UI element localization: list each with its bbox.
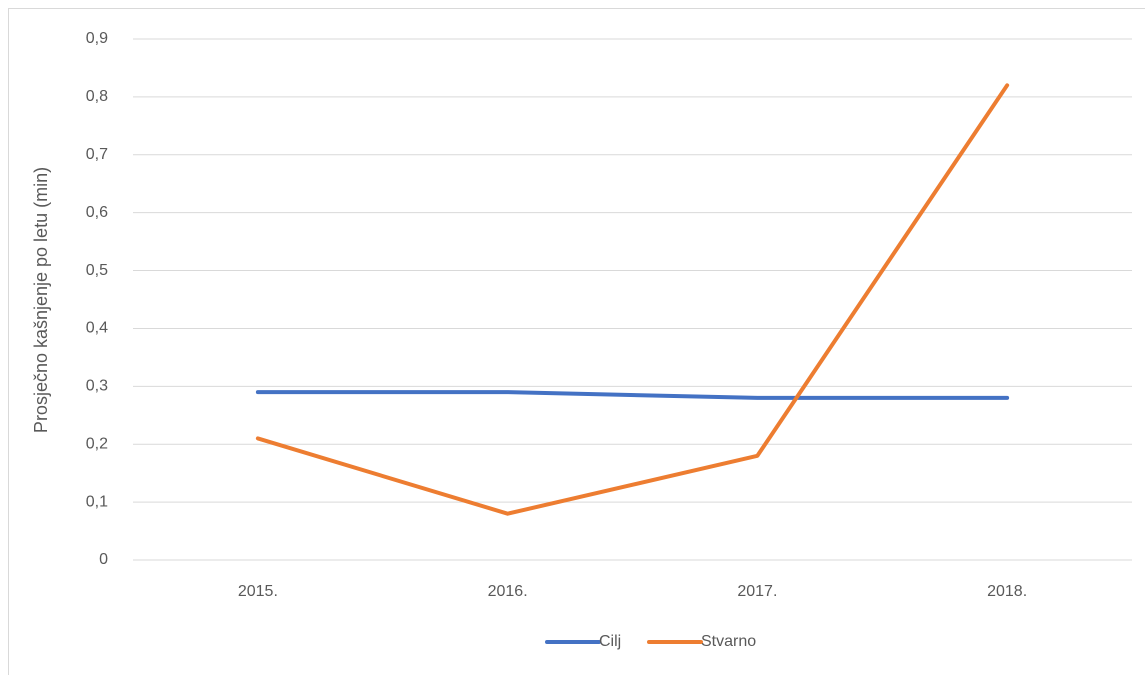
y-tick-label: 0,5: [86, 262, 108, 279]
y-tick-label: 0,8: [86, 88, 108, 105]
y-tick-label: 0,6: [86, 204, 108, 221]
y-axis-label: Prosječno kašnjenje po letu (min): [31, 167, 51, 433]
series-line: [255, 83, 1010, 516]
y-tick-label: 0,4: [86, 320, 108, 337]
y-tick-label: 0,9: [86, 30, 108, 47]
legend-label: Stvarno: [701, 633, 756, 650]
x-tick-label: 2017.: [737, 583, 777, 600]
chart-border: [8, 8, 1145, 675]
y-tick-label: 0: [99, 551, 108, 568]
x-tick-label: 2016.: [488, 583, 528, 600]
y-tick-label: 0,7: [86, 146, 108, 163]
x-tick-label: 2018.: [987, 583, 1027, 600]
x-tick-label: 2015.: [238, 583, 278, 600]
legend-label: Cilj: [599, 633, 621, 650]
y-tick-label: 0,2: [86, 435, 108, 452]
series-line: [255, 390, 1010, 400]
y-tick-label: 0,1: [86, 493, 108, 510]
y-tick-label: 0,3: [86, 378, 108, 395]
